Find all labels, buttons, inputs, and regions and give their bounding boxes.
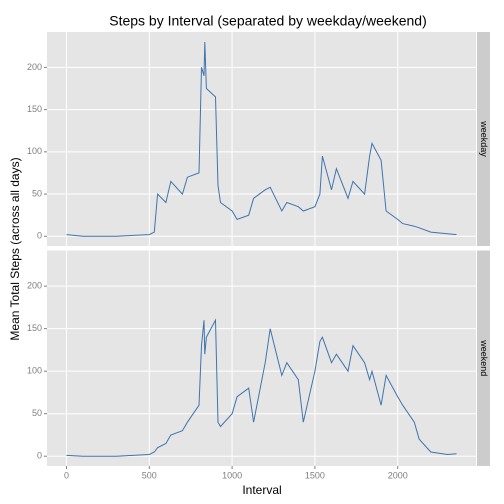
chart-title: Steps by Interval (separated by weekday/…: [109, 13, 427, 29]
strip: [477, 250, 490, 466]
y-tick-label: 150: [27, 323, 42, 333]
series-line: [66, 318, 457, 457]
x-tick-label: 0: [64, 470, 69, 480]
x-axis-label: Interval: [242, 483, 281, 497]
y-tick-label: 200: [27, 281, 42, 291]
y-tick-label: 200: [27, 62, 42, 72]
y-tick-label: 50: [32, 408, 42, 418]
strip-label: weekday: [479, 120, 489, 157]
y-tick-label: 0: [37, 231, 42, 241]
strip-label: weekend: [479, 339, 489, 376]
panel-background: [47, 32, 476, 246]
y-axis-label: Mean Total Steps (across all days): [8, 157, 22, 340]
strip: [477, 32, 490, 246]
panel-background: [47, 250, 476, 466]
y-tick-label: 100: [27, 366, 42, 376]
y-tick-label: 150: [27, 104, 42, 114]
x-tick-label: 500: [142, 470, 157, 480]
x-tick-label: 1500: [305, 470, 325, 480]
x-tick-label: 2000: [388, 470, 408, 480]
y-tick-label: 50: [32, 188, 42, 198]
series-line: [66, 41, 457, 237]
y-tick-label: 100: [27, 146, 42, 156]
y-tick-label: 0: [37, 451, 42, 461]
x-tick-label: 1000: [222, 470, 242, 480]
